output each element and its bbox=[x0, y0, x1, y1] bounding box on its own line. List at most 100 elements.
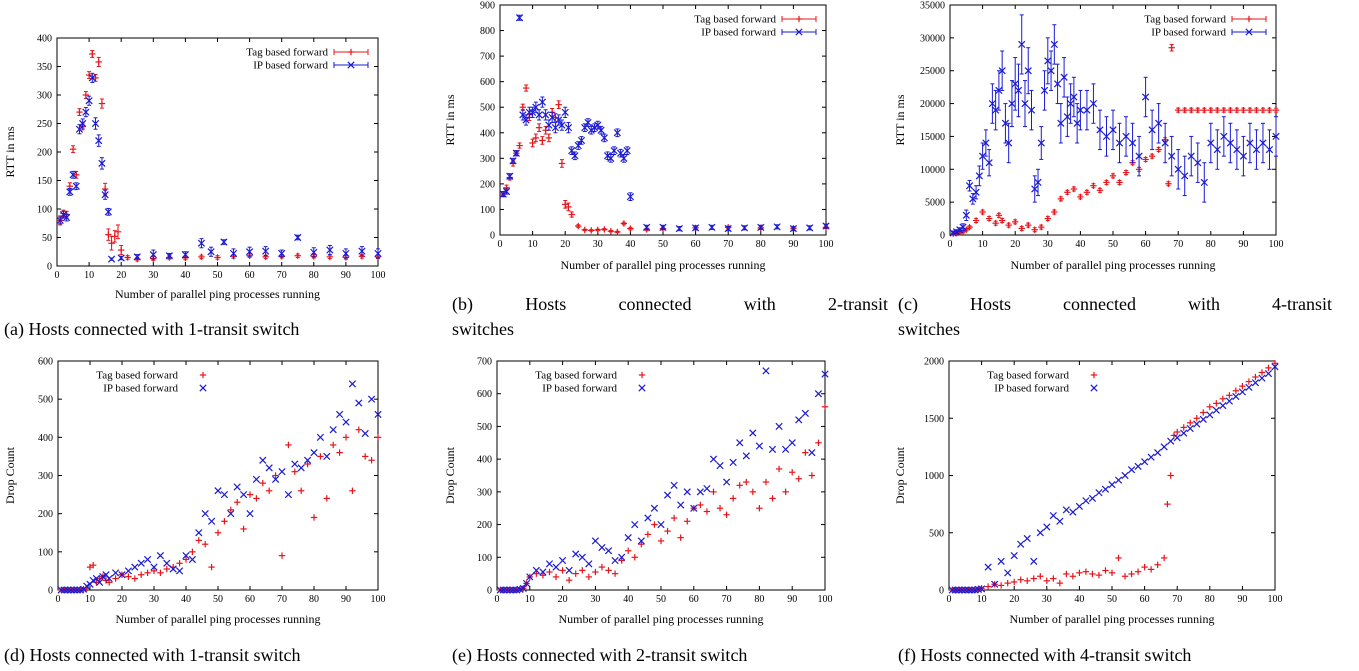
x-axis-label: Number of parallel ping processes runnin… bbox=[1011, 258, 1216, 272]
data-point bbox=[1188, 106, 1195, 114]
y-tick-label: 0 bbox=[48, 586, 53, 597]
data-point bbox=[1043, 523, 1051, 531]
data-point bbox=[284, 490, 293, 499]
y-tick-label: 100 bbox=[477, 553, 492, 564]
data-point bbox=[326, 246, 334, 254]
data-point bbox=[1095, 571, 1103, 579]
data-point bbox=[519, 584, 527, 592]
data-point bbox=[1181, 106, 1188, 114]
chart-panel-e: 0 10 20 30 40 50 60 70 80 90 100 0 100 200 300 400 500 60… bbox=[440, 352, 840, 632]
data-point bbox=[349, 487, 356, 494]
series-tag-based bbox=[950, 43, 1280, 237]
data-point bbox=[1272, 106, 1280, 114]
data-point bbox=[499, 586, 508, 594]
data-point bbox=[998, 217, 1006, 224]
data-point bbox=[1102, 132, 1111, 141]
data-point bbox=[1259, 106, 1267, 114]
data-point bbox=[1049, 511, 1057, 520]
y-tick-label: 400 bbox=[477, 455, 492, 466]
data-point bbox=[76, 108, 83, 116]
data-point bbox=[558, 121, 566, 129]
x-tick-label: 100 bbox=[819, 239, 834, 250]
data-point bbox=[581, 124, 589, 132]
data-point bbox=[597, 126, 605, 134]
data-point bbox=[246, 491, 254, 498]
data-point bbox=[1122, 132, 1130, 141]
data-point bbox=[545, 560, 554, 568]
data-point bbox=[298, 487, 305, 494]
x-tick-label: 20 bbox=[558, 594, 568, 605]
data-point bbox=[111, 569, 120, 577]
data-point bbox=[1011, 80, 1019, 88]
data-point bbox=[564, 124, 573, 132]
data-point bbox=[1180, 424, 1187, 431]
data-point bbox=[297, 464, 305, 472]
caption-b-word: connected bbox=[618, 294, 692, 314]
data-point bbox=[89, 50, 96, 58]
data-point bbox=[729, 458, 737, 467]
data-point bbox=[1265, 364, 1272, 372]
y-tick-label: 500 bbox=[929, 528, 944, 539]
data-point bbox=[1213, 400, 1220, 407]
x-axis-label: Number of parallel ping processes runnin… bbox=[559, 612, 764, 626]
data-point bbox=[1220, 132, 1228, 141]
data-point bbox=[98, 100, 106, 107]
data-point bbox=[101, 191, 109, 199]
data-point bbox=[1232, 392, 1240, 401]
data-point bbox=[1095, 489, 1103, 497]
y-tick-label: 300 bbox=[477, 487, 492, 498]
data-point bbox=[1220, 106, 1228, 114]
x-tick-label: 80 bbox=[309, 594, 319, 605]
data-point bbox=[1214, 106, 1221, 114]
data-point bbox=[1069, 573, 1077, 580]
legend-label: Tag based forward bbox=[1144, 14, 1226, 26]
data-point bbox=[979, 208, 986, 216]
data-point bbox=[348, 380, 357, 388]
data-point bbox=[1037, 573, 1044, 580]
y-axis-label: Drop Count bbox=[3, 446, 17, 504]
data-point bbox=[627, 225, 634, 232]
data-point bbox=[169, 565, 177, 573]
data-point bbox=[815, 439, 822, 446]
legend-label: Tag based forward bbox=[96, 370, 178, 382]
data-point bbox=[1170, 432, 1178, 439]
data-point bbox=[762, 478, 770, 486]
y-axis-label: RTT in ms bbox=[443, 94, 457, 145]
data-point bbox=[342, 434, 350, 441]
x-tick-label: 60 bbox=[245, 270, 255, 281]
data-point bbox=[163, 559, 171, 567]
data-point bbox=[1264, 369, 1273, 378]
data-point bbox=[1199, 415, 1207, 424]
data-point bbox=[227, 510, 235, 518]
data-point bbox=[1073, 119, 1081, 127]
legend-marker bbox=[795, 15, 803, 23]
data-point bbox=[240, 525, 247, 533]
data-point bbox=[336, 449, 343, 456]
data-point bbox=[559, 567, 566, 574]
data-point bbox=[108, 240, 115, 247]
data-point bbox=[808, 448, 816, 457]
data-point bbox=[1089, 570, 1096, 578]
data-point bbox=[1258, 374, 1266, 382]
data-point bbox=[1148, 126, 1156, 134]
data-point bbox=[611, 556, 619, 565]
data-point bbox=[156, 552, 165, 560]
x-tick-label: 0 bbox=[498, 239, 503, 250]
data-point bbox=[1161, 139, 1169, 147]
series-ip-based bbox=[499, 14, 830, 233]
data-point bbox=[79, 119, 87, 128]
data-point bbox=[535, 111, 543, 119]
x-tick-label: 10 bbox=[528, 239, 538, 250]
data-point bbox=[749, 429, 757, 437]
data-point bbox=[618, 553, 626, 561]
data-point bbox=[66, 188, 74, 196]
chart-c: 0 10 20 30 40 50 60 70 80 90 100 0 5000 10000 15000 200… bbox=[893, 1, 1284, 273]
data-point bbox=[245, 248, 254, 256]
data-point bbox=[972, 217, 980, 224]
y-tick-label: 0 bbox=[490, 231, 495, 242]
data-point bbox=[703, 484, 711, 493]
data-point bbox=[1225, 397, 1233, 405]
data-point bbox=[769, 495, 776, 502]
data-point bbox=[1012, 218, 1019, 226]
caption-c: (c) Hosts connected with 4-transit bbox=[898, 293, 1332, 315]
